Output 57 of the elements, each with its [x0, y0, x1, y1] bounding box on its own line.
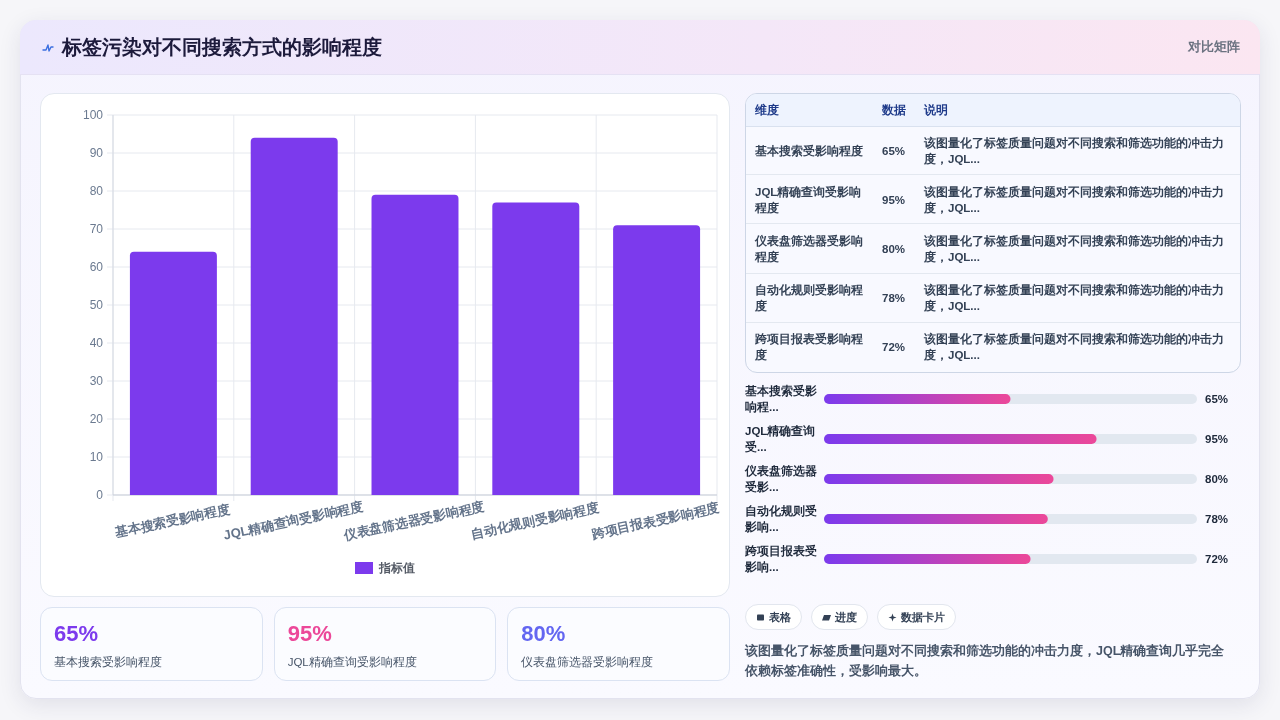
data-label: 65%: [1205, 393, 1229, 406]
y-tick-label: 50: [89, 298, 104, 313]
category-label: JQL精确查询受影响程度: [287, 655, 417, 670]
text: 该图量化了标签质量问题对不同搜索和筛选功能的冲击力度，JQL...: [924, 282, 1225, 315]
category-label: JQL精确查询受影响程度: [755, 184, 863, 216]
y-tick-label: 20: [89, 412, 104, 427]
category-label: 基本搜索受影响程度: [54, 655, 162, 670]
text: 该图量化了标签质量问题对不同搜索和筛选功能的冲击力度，JQL...: [924, 135, 1225, 167]
text: 该图量化了标签质量问题对不同搜索和筛选功能的冲击力度，JQL...: [924, 233, 1225, 265]
text: 维度: [755, 102, 779, 118]
category-label: 仪表盘筛选器受影响程度: [755, 233, 864, 265]
text: 进度: [835, 609, 857, 625]
y-tick-label: 30: [89, 374, 104, 389]
data-label: 95%: [1205, 433, 1229, 446]
text: 80%: [882, 242, 906, 255]
bar: [250, 137, 338, 495]
text: 78%: [882, 292, 906, 305]
category-label: 跨项目报表受影响程度: [755, 331, 864, 364]
y-tick-label: 自动化规则受影响...: [745, 503, 818, 535]
text: 表格: [769, 609, 791, 625]
text: 80%: [521, 621, 566, 646]
text: 该图量化了标签质量问题对不同搜索和筛选功能的冲击力度，JQL...: [924, 184, 1225, 216]
y-tick-label: 仪表盘筛选器受影...: [745, 464, 818, 495]
y-tick-label: 70: [89, 222, 104, 237]
text: 该图量化了标签质量问题对不同搜索和筛选功能的冲击力度，JQL精确查询几乎完全依赖标签准确性，受影响最大。: [745, 642, 1226, 680]
text: 95%: [882, 193, 906, 206]
legend-label: 指标值: [378, 561, 415, 576]
bar: [129, 251, 217, 495]
y-tick-label: 基本搜索受影响程...: [745, 383, 818, 415]
y-tick-label: 跨项目报表受影响...: [745, 543, 818, 575]
text: 数据卡片: [901, 609, 945, 625]
data-label: 72%: [1205, 553, 1229, 566]
chart-title: 标签污染对不同搜索方式的影响程度: [62, 35, 382, 60]
category-label: 自动化规则受影响程度: [755, 282, 864, 315]
text: 72%: [882, 341, 906, 354]
category-label: 基本搜索受影响程度: [755, 143, 863, 159]
y-tick-label: 40: [89, 336, 104, 351]
y-tick-label: JQL精确查询受...: [745, 424, 817, 455]
y-tick-label: 60: [89, 260, 104, 275]
text: 说明: [924, 103, 948, 118]
y-tick-label: 10: [89, 450, 104, 465]
text: 该图量化了标签质量问题对不同搜索和筛选功能的冲击力度，JQL...: [924, 331, 1225, 364]
data-label: 80%: [1205, 473, 1229, 486]
data-label: 78%: [1205, 513, 1229, 526]
bar: [371, 194, 459, 495]
bar: [613, 225, 701, 495]
category-label: 仪表盘筛选器受影响程度: [521, 655, 654, 670]
text: 65%: [54, 621, 99, 646]
text: 对比矩阵: [1188, 40, 1240, 54]
text: 数据: [882, 103, 906, 118]
text: 65%: [882, 144, 906, 157]
y-tick-label: 80: [89, 184, 104, 199]
text: 95%: [287, 621, 332, 646]
y-tick-label: 90: [89, 146, 104, 161]
y-tick-label: 100: [82, 108, 104, 123]
y-tick-label: 0: [96, 488, 104, 503]
bar: [492, 202, 580, 495]
